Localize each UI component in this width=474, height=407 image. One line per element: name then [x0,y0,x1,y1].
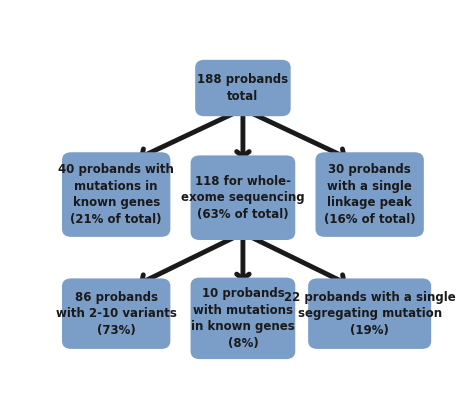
Text: 118 for whole-
exome sequencing
(63% of total): 118 for whole- exome sequencing (63% of … [181,175,305,221]
Text: 86 probands
with 2-10 variants
(73%): 86 probands with 2-10 variants (73%) [56,291,177,337]
FancyBboxPatch shape [195,60,291,116]
FancyBboxPatch shape [62,278,170,349]
Text: 188 probands
total: 188 probands total [197,73,289,103]
Text: 22 probands with a single
segregating mutation
(19%): 22 probands with a single segregating mu… [284,291,456,337]
FancyBboxPatch shape [308,278,431,349]
Text: 10 probands
with mutations
in known genes
(8%): 10 probands with mutations in known gene… [191,287,295,350]
FancyBboxPatch shape [316,152,424,237]
FancyBboxPatch shape [191,155,295,240]
Text: 30 probands
with a single
linkage peak
(16% of total): 30 probands with a single linkage peak (… [324,163,416,226]
FancyBboxPatch shape [191,278,295,359]
FancyBboxPatch shape [62,152,170,237]
Text: 40 probands with
mutations in
known genes
(21% of total): 40 probands with mutations in known gene… [58,163,174,226]
